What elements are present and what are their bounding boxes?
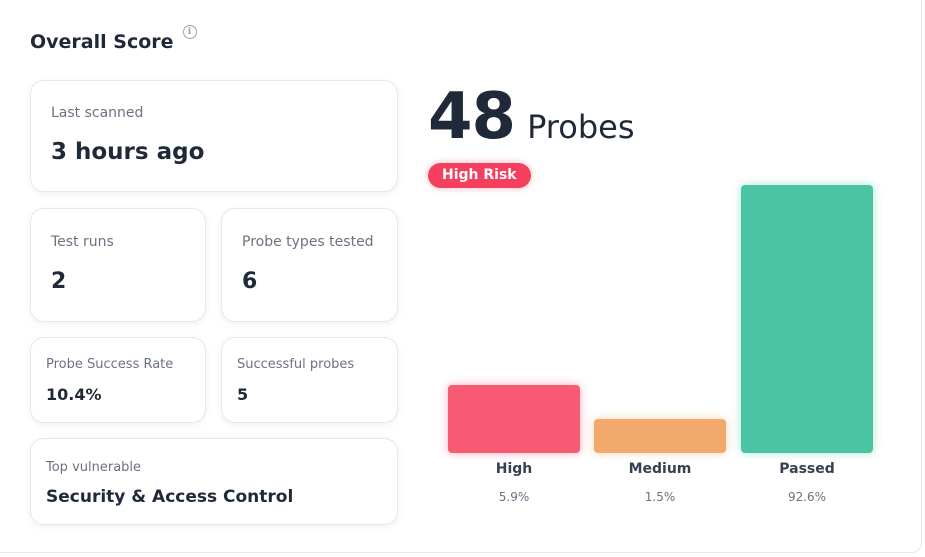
risk-badge: High Risk — [428, 163, 531, 188]
percent-label-passed: 92.6% — [787, 490, 827, 504]
category-label-high: High — [495, 461, 533, 477]
test-runs-card: Test runs 2 — [30, 208, 206, 322]
test-runs-value: 2 — [51, 269, 67, 294]
top-vulnerable-label: Top vulnerable — [46, 460, 142, 475]
probe-success-rate-card: Probe Success Rate 10.4% — [30, 337, 206, 423]
percent-label-high: 5.9% — [498, 490, 530, 504]
successful-probes-value: 5 — [237, 385, 249, 404]
probe-success-rate-label: Probe Success Rate — [46, 357, 174, 372]
probe-count: 48 Probes — [428, 80, 635, 154]
category-label-passed: Passed — [779, 461, 835, 477]
probe-types-label: Probe types tested — [242, 234, 374, 250]
probe-count-value: 48 — [428, 80, 516, 154]
bar-medium[interactable] — [594, 419, 726, 453]
successful-probes-label: Successful probes — [237, 357, 355, 372]
last-scanned-card: Last scanned 3 hours ago — [30, 80, 398, 192]
percent-label-medium: 1.5% — [644, 490, 676, 504]
probe-types-value: 6 — [242, 269, 258, 294]
top-vulnerable-value: Security & Access Control — [46, 487, 294, 507]
info-icon[interactable]: i — [182, 25, 197, 39]
bar-passed[interactable] — [741, 185, 873, 453]
last-scanned-value: 3 hours ago — [51, 139, 205, 165]
overall-score-header: Overall Score i — [30, 25, 197, 53]
page-title: Overall Score — [30, 31, 174, 53]
successful-probes-card: Successful probes 5 — [221, 337, 398, 423]
probe-results-chart: High 5.9% Medium 1.5% Passed 92.6% — [428, 170, 898, 520]
probe-count-label: Probes — [527, 108, 635, 146]
category-label-medium: Medium — [628, 461, 692, 477]
top-vulnerable-card: Top vulnerable Security & Access Control — [30, 438, 398, 525]
bar-high[interactable] — [448, 385, 580, 453]
test-runs-label: Test runs — [51, 234, 114, 250]
probe-types-card: Probe types tested 6 — [221, 208, 398, 322]
bar-chart-canvas — [448, 185, 873, 453]
probe-success-rate-value: 10.4% — [46, 385, 102, 404]
last-scanned-label: Last scanned — [51, 105, 144, 121]
